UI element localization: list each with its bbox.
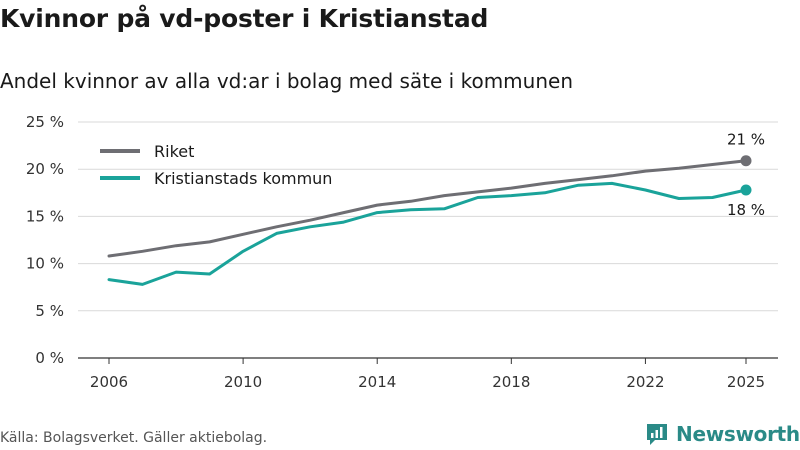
x-axis-tick-labels: 2006 2010 2014 2018 2022 2025 bbox=[90, 358, 765, 391]
newsworthy-logo[interactable]: Newsworthy bbox=[644, 420, 800, 448]
x-tick-label-2010: 2010 bbox=[224, 373, 262, 391]
series-line-riket bbox=[107, 159, 748, 258]
legend: Riket Kristianstads kommun bbox=[100, 142, 332, 188]
source-note: Källa: Bolagsverket. Gäller aktiebolag. bbox=[0, 430, 268, 446]
y-tick-label-0: 0 % bbox=[35, 349, 64, 367]
chart-title: Kvinnor på vd-poster i Kristianstad bbox=[0, 4, 489, 33]
y-tick-label-15: 15 % bbox=[26, 207, 64, 225]
legend-label-kristianstad: Kristianstads kommun bbox=[154, 169, 332, 188]
series-line-kristianstad bbox=[107, 181, 748, 286]
x-tick-label-2006: 2006 bbox=[90, 373, 128, 391]
x-tick-label-2018: 2018 bbox=[492, 373, 530, 391]
x-tick-label-2025: 2025 bbox=[727, 373, 765, 391]
newsworthy-logo-text: Newsworthy bbox=[676, 422, 800, 446]
y-axis-tick-labels: 0 % 5 % 10 % 15 % 20 % 25 % bbox=[26, 113, 64, 367]
legend-label-riket: Riket bbox=[154, 142, 194, 161]
series-lines bbox=[107, 155, 752, 286]
chart-subtitle: Andel kvinnor av alla vd:ar i bolag med … bbox=[0, 69, 573, 93]
end-label-riket: 21 % bbox=[727, 131, 765, 149]
y-tick-label-5: 5 % bbox=[35, 302, 64, 320]
y-tick-label-20: 20 % bbox=[26, 160, 64, 178]
y-tick-label-10: 10 % bbox=[26, 255, 64, 273]
end-point-kristianstad bbox=[740, 184, 752, 196]
grid-lines bbox=[78, 121, 778, 359]
x-tick-label-2014: 2014 bbox=[358, 373, 396, 391]
x-tick-label-2022: 2022 bbox=[626, 373, 664, 391]
end-label-kristianstad: 18 % bbox=[727, 201, 765, 219]
end-value-labels: 21 % 18 % bbox=[727, 131, 765, 219]
newsworthy-logo-icon bbox=[647, 424, 667, 445]
end-point-riket bbox=[740, 155, 752, 167]
y-tick-label-25: 25 % bbox=[26, 113, 64, 131]
